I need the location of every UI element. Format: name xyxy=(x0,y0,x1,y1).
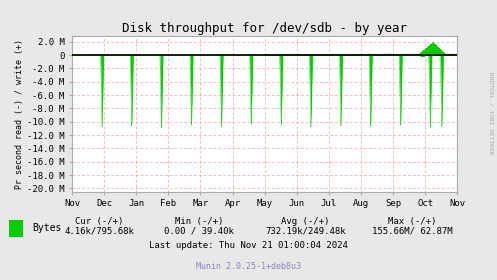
Text: Avg (-/+): Avg (-/+) xyxy=(281,217,330,226)
Text: Max (-/+): Max (-/+) xyxy=(388,217,437,226)
Text: 732.19k/249.48k: 732.19k/249.48k xyxy=(265,227,346,236)
Text: Bytes: Bytes xyxy=(32,223,62,233)
Text: RRDTOOL / TOBI OETIKER: RRDTOOL / TOBI OETIKER xyxy=(489,72,494,155)
Text: Last update: Thu Nov 21 01:00:04 2024: Last update: Thu Nov 21 01:00:04 2024 xyxy=(149,241,348,250)
Text: Munin 2.0.25-1+deb8u3: Munin 2.0.25-1+deb8u3 xyxy=(196,262,301,271)
Y-axis label: Pr second read (-) / write (+): Pr second read (-) / write (+) xyxy=(15,39,24,189)
Text: 4.16k/795.68k: 4.16k/795.68k xyxy=(65,227,134,236)
Text: Cur (-/+): Cur (-/+) xyxy=(75,217,124,226)
Text: 155.66M/ 62.87M: 155.66M/ 62.87M xyxy=(372,227,453,236)
Text: 0.00 / 39.40k: 0.00 / 39.40k xyxy=(164,227,234,236)
Title: Disk throughput for /dev/sdb - by year: Disk throughput for /dev/sdb - by year xyxy=(122,22,407,35)
Text: Min (-/+): Min (-/+) xyxy=(174,217,223,226)
